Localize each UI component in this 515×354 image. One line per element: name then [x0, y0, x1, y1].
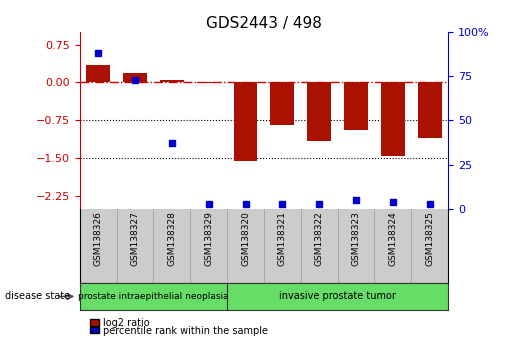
Text: GSM138321: GSM138321: [278, 211, 287, 266]
Text: log2 ratio: log2 ratio: [103, 318, 150, 328]
Bar: [307, 82, 331, 141]
Text: disease state: disease state: [5, 291, 70, 302]
Bar: [234, 82, 258, 161]
Bar: [270, 82, 294, 125]
Text: GSM138328: GSM138328: [167, 211, 176, 266]
Bar: [197, 82, 220, 84]
Bar: [87, 65, 110, 82]
Text: GSM138325: GSM138325: [425, 211, 434, 266]
Bar: [160, 80, 184, 82]
Text: GSM138326: GSM138326: [94, 211, 102, 266]
Text: GSM138322: GSM138322: [315, 211, 323, 266]
Text: GSM138329: GSM138329: [204, 211, 213, 266]
Text: percentile rank within the sample: percentile rank within the sample: [103, 326, 268, 336]
Text: prostate intraepithelial neoplasia: prostate intraepithelial neoplasia: [78, 292, 229, 301]
Text: GSM138323: GSM138323: [352, 211, 360, 266]
FancyBboxPatch shape: [90, 319, 99, 326]
Text: invasive prostate tumor: invasive prostate tumor: [279, 291, 396, 302]
Text: GSM138324: GSM138324: [388, 211, 397, 266]
FancyBboxPatch shape: [90, 327, 99, 333]
Title: GDS2443 / 498: GDS2443 / 498: [206, 16, 322, 31]
Text: GSM138327: GSM138327: [131, 211, 140, 266]
Bar: [381, 82, 405, 156]
Bar: [344, 82, 368, 131]
Bar: [123, 73, 147, 82]
Bar: [418, 82, 441, 138]
Text: GSM138320: GSM138320: [241, 211, 250, 266]
